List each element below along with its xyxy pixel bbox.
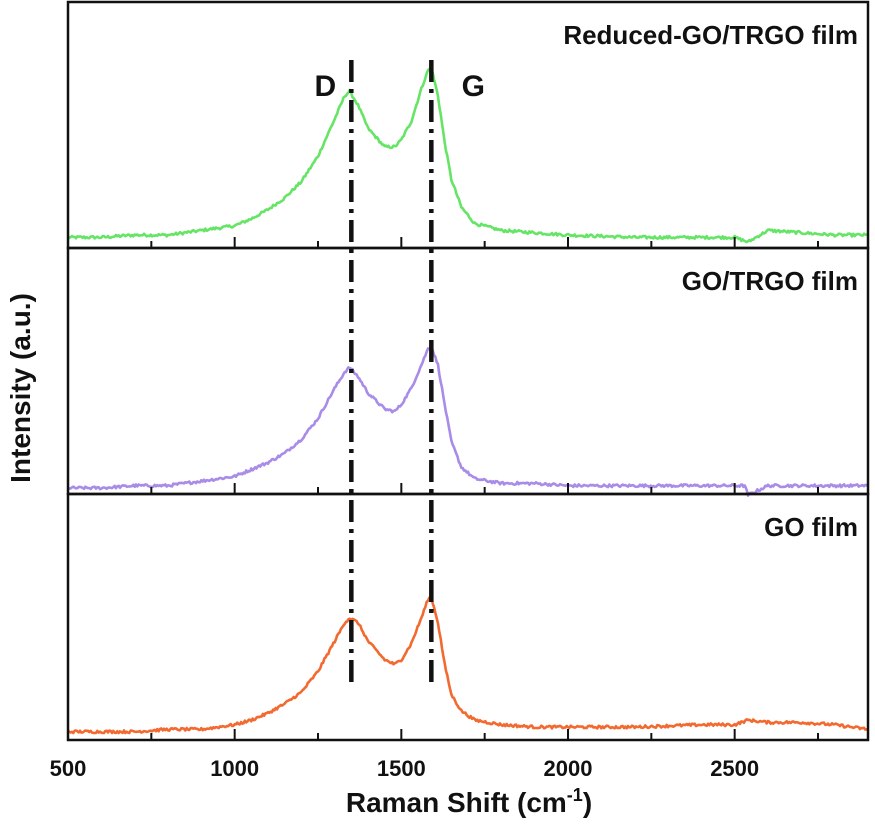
peak-label-D: D bbox=[314, 70, 336, 103]
x-tick-label: 500 bbox=[50, 756, 87, 781]
series-line-3 bbox=[67, 595, 869, 735]
series-line-1 bbox=[67, 67, 869, 244]
x-tick-label: 2500 bbox=[710, 756, 759, 781]
x-tick-label: 2000 bbox=[544, 756, 593, 781]
labels-layer: Reduced-GO/TRGO film GO/TRGO film GO film D… bbox=[50, 20, 858, 781]
y-axis-title: Intensity (a.u.) bbox=[5, 293, 36, 483]
panel-label-3: GO film bbox=[764, 512, 858, 542]
peak-lines-layer bbox=[349, 60, 434, 684]
panel-label-1: Reduced-GO/TRGO film bbox=[563, 20, 858, 50]
panel-frame-3 bbox=[66, 492, 870, 742]
series-line-2 bbox=[67, 345, 869, 497]
x-axis-title: Raman Shift (cm-1) bbox=[346, 785, 592, 818]
frame-layer bbox=[66, 0, 870, 742]
peak-label-G: G bbox=[462, 70, 485, 103]
panel-label-2: GO/TRGO film bbox=[682, 266, 858, 296]
ticks-layer bbox=[67, 237, 819, 740]
x-tick-label: 1000 bbox=[210, 756, 259, 781]
curves-layer bbox=[67, 67, 869, 735]
x-tick-label: 1500 bbox=[377, 756, 426, 781]
